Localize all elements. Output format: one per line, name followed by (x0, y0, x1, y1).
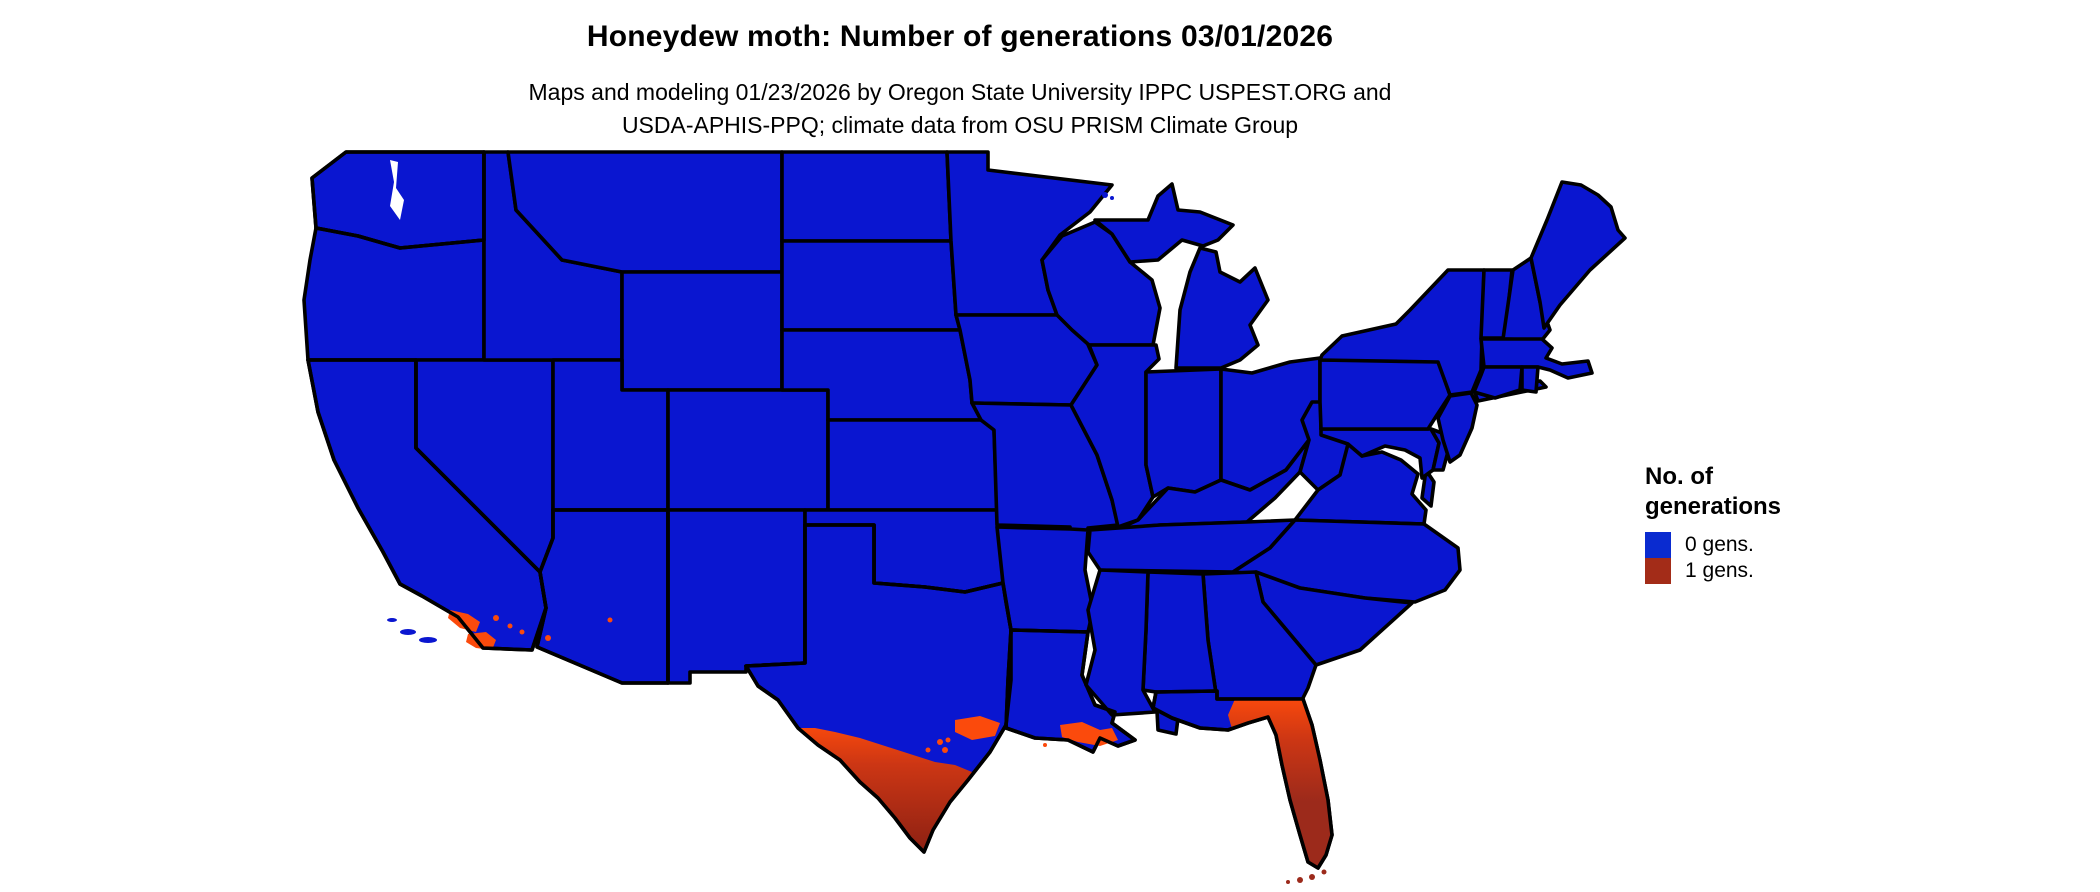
isle-royale-dot-1 (1102, 192, 1108, 198)
state-wyoming (620, 270, 784, 392)
isle-royale-dot-2 (1110, 196, 1114, 200)
state-new-jersey (1436, 391, 1479, 464)
state-virginia (1293, 442, 1428, 526)
state-fills (302, 150, 1627, 870)
florida-keys-dot-4 (1321, 869, 1327, 875)
patch-texas-coast-dot-5 (925, 747, 931, 753)
channel-island-1 (400, 629, 416, 635)
state-indiana (1144, 367, 1223, 499)
state-kansas (826, 418, 999, 512)
puget-sound-inlet (390, 160, 404, 220)
channel-island-2 (419, 637, 437, 643)
map-credits: Maps and modeling 01/23/2026 by Oregon S… (0, 76, 1920, 142)
state-virginia-eastern-shore (1420, 468, 1436, 508)
patch-texas-coast-dot-2 (956, 728, 960, 732)
state-new-mexico (666, 508, 807, 685)
state-maine (1529, 180, 1627, 330)
patch-texas-coast-dot-4 (937, 739, 943, 745)
legend-title: No. of generations (1645, 462, 1781, 522)
legend-label-0-gens: 0 gens. (1685, 533, 1754, 556)
legend-label-1-gens: 1 gens. (1685, 559, 1754, 582)
water-inlets (390, 160, 404, 220)
maine-coast-island-dot (1597, 250, 1603, 256)
credits-line-1: Maps and modeling 01/23/2026 by Oregon S… (528, 79, 1392, 105)
legend-title-line-1: No. of (1645, 463, 1713, 490)
florida-keys-dot-2 (1297, 877, 1303, 883)
state-arkansas (995, 525, 1095, 634)
florida-keys-dot-1 (1286, 880, 1290, 884)
state-south-dakota (780, 239, 962, 332)
patch-arizona-dot (607, 617, 613, 623)
map-legend: No. of generations 0 gens. 1 gens. (1645, 462, 1781, 584)
florida-keys-dot-3 (1309, 874, 1315, 880)
us-map-svg (302, 150, 1627, 884)
patch-florida-peninsula (1228, 699, 1332, 868)
legend-title-line-2: generations (1645, 493, 1782, 520)
state-connecticut (1472, 365, 1524, 400)
patch-texas-coast-dot-3 (942, 747, 948, 753)
patch-louisiana-coast-dot (1043, 743, 1047, 747)
state-colorado (666, 388, 830, 512)
legend-swatch-0-gens (1645, 532, 1671, 558)
patch-desert-dot-1 (507, 623, 513, 629)
us-generations-map (300, 140, 1640, 892)
state-north-dakota (780, 150, 953, 243)
channel-island-3 (387, 618, 397, 622)
legend-entry-0-gens: 0 gens. (1645, 532, 1781, 558)
legend-entry-1-gens: 1 gens. (1645, 558, 1781, 584)
state-pennsylvania (1318, 358, 1452, 431)
credits-line-2: USDA-APHIS-PPQ; climate data from OSU PR… (621, 112, 1299, 138)
patch-imperial-valley-dot (519, 629, 525, 635)
patch-yuma-dot (545, 635, 551, 641)
state-rhode-island (1520, 365, 1540, 394)
patch-houston-coast (955, 716, 1000, 740)
page-title: Honeydew moth: Number of generations 03/… (586, 20, 1334, 53)
san-juan-island-dot-2 (361, 164, 365, 168)
state-michigan-upper (1093, 182, 1235, 264)
state-mississippi (1084, 568, 1157, 717)
san-juan-island-dot-1 (353, 157, 359, 163)
patch-inland-empire-dot (493, 615, 499, 621)
map-header: Honeydew moth: Number of generations 03/… (0, 0, 1920, 142)
legend-swatch-1-gens (1645, 558, 1671, 584)
legend-rows: 0 gens. 1 gens. (1645, 532, 1781, 584)
patch-texas-coast-dot-1 (945, 737, 951, 743)
islands (353, 157, 1603, 884)
state-michigan-lower (1174, 246, 1270, 370)
